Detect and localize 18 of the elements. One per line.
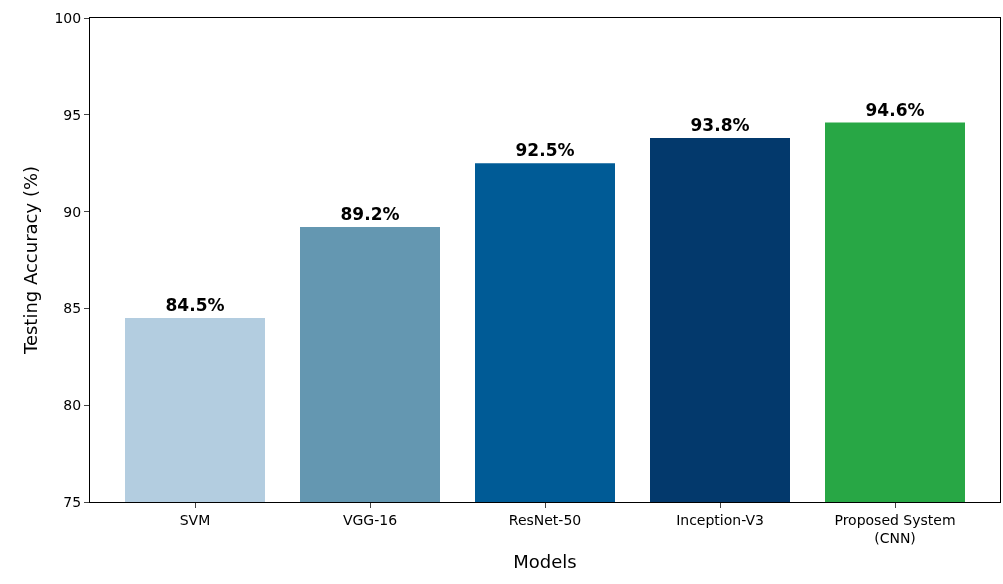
x-axis-title: Models (513, 551, 577, 573)
y-tick-label: 85 (63, 300, 82, 317)
data-label: 92.5% (515, 140, 575, 161)
x-tick-label: Proposed System (CNN) (834, 511, 956, 546)
data-label: 94.6% (865, 99, 925, 120)
x-tick-label: Inception-V3 (676, 511, 764, 528)
data-label: 84.5% (165, 295, 225, 316)
y-tick-label: 75 (63, 493, 82, 510)
y-tick-label: 80 (63, 397, 82, 414)
data-label: 93.8% (690, 115, 750, 136)
x-tick-label: VGG-16 (342, 511, 398, 528)
x-tick-label: SVM (179, 511, 211, 528)
y-tick-label: 100 (54, 9, 82, 26)
x-tick-label: ResNet-50 (508, 511, 582, 528)
y-tick-label: 95 (63, 106, 82, 123)
y-axis-title: Testing Accuracy (%) (19, 165, 41, 356)
data-label: 89.2% (340, 204, 400, 225)
y-tick-label: 90 (63, 203, 82, 220)
